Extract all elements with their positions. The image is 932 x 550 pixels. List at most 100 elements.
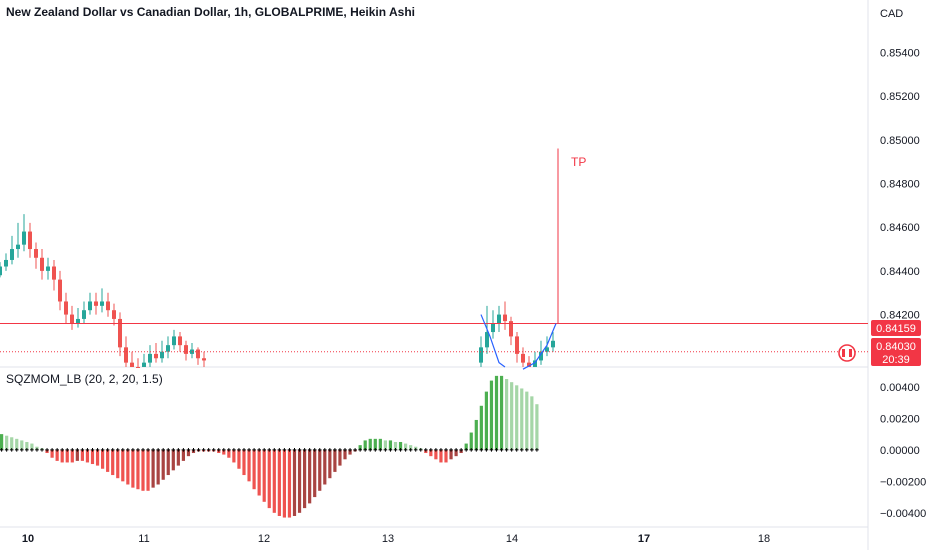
momentum-pane[interactable]: [0, 375, 539, 518]
candle-body: [142, 362, 146, 367]
candle-body: [527, 362, 531, 367]
channel-curve: [522, 323, 557, 370]
momentum-tick-label: 0.00000: [880, 445, 920, 457]
momentum-bar: [484, 391, 488, 450]
momentum-bar: [368, 438, 372, 450]
momentum-bar: [525, 391, 529, 450]
line-price-text: 0.84159: [876, 323, 916, 335]
momentum-bar: [383, 440, 387, 450]
candle-body: [485, 332, 489, 348]
candle-body: [4, 259, 8, 267]
momentum-bar: [30, 443, 34, 450]
candle-body: [539, 351, 543, 361]
momentum-bar: [121, 449, 125, 482]
momentum-bar: [237, 449, 241, 469]
candle-body: [545, 347, 549, 352]
momentum-bar: [141, 449, 145, 491]
price-tick-label: 0.85200: [880, 91, 920, 103]
momentum-bar: [363, 440, 367, 450]
momentum-bar: [409, 445, 413, 450]
momentum-bar: [15, 438, 19, 450]
momentum-bar: [449, 449, 453, 460]
momentum-bar: [85, 449, 90, 463]
price-tick-label: 0.84400: [880, 266, 920, 278]
candle-body: [124, 347, 128, 363]
candles: [0, 214, 555, 368]
tp-label[interactable]: TP: [571, 155, 586, 169]
time-tick-label: 18: [758, 533, 770, 545]
momentum-bar: [338, 449, 342, 466]
candle-body: [106, 301, 110, 311]
candle-body: [76, 318, 80, 324]
momentum-bar: [515, 385, 519, 450]
momentum-bar: [313, 449, 317, 498]
candle-body: [94, 301, 98, 306]
momentum-bar: [126, 449, 130, 485]
current-price-text: 0.84030: [876, 341, 916, 353]
momentum-bar: [75, 449, 79, 461]
momentum-bar: [176, 449, 180, 466]
momentum-bar: [303, 449, 307, 509]
momentum-bar: [55, 449, 59, 461]
momentum-tick-label: 0.00200: [880, 413, 920, 425]
momentum-bar: [297, 449, 302, 513]
flag-icon[interactable]: [838, 344, 856, 362]
momentum-bar: [232, 449, 236, 463]
candle-body: [118, 318, 122, 348]
momentum-bar: [222, 449, 226, 455]
momentum-bar: [111, 449, 115, 476]
candle-body: [100, 301, 104, 306]
momentum-bar: [494, 375, 499, 450]
candle-body: [58, 279, 62, 302]
momentum-bar: [393, 441, 398, 450]
candle-body: [521, 353, 525, 363]
candle-body: [148, 353, 152, 363]
main-pane[interactable]: [0, 0, 869, 550]
momentum-bar: [116, 449, 120, 479]
current-price-badge: 0.84030 20:39: [871, 338, 921, 366]
momentum-bar: [323, 449, 327, 485]
candle-body: [28, 231, 32, 250]
momentum-bar: [257, 449, 261, 496]
momentum-bar: [60, 449, 64, 463]
candle-body: [52, 266, 56, 280]
time-tick-label: 12: [258, 533, 270, 545]
chart-title: New Zealand Dollar vs Canadian Dollar, 1…: [6, 5, 415, 19]
momentum-bar: [70, 449, 74, 463]
axes: 0.85400 0.85200 0.85000 0.84800 0.84600 0.844…: [22, 47, 926, 545]
candle-body: [0, 266, 2, 276]
momentum-bar: [80, 449, 84, 461]
momentum-bar: [252, 449, 256, 490]
candle-body: [503, 314, 507, 322]
candle-body: [497, 314, 501, 324]
momentum-bar: [277, 449, 281, 516]
momentum-bar: [151, 449, 155, 488]
price-tick-label: 0.84800: [880, 179, 920, 191]
momentum-bar: [358, 445, 362, 450]
price-tick-label: 0.85000: [880, 135, 920, 147]
price-tick-label: 0.85400: [880, 47, 920, 59]
momentum-bar: [469, 432, 473, 450]
momentum-bar: [292, 449, 297, 516]
momentum-bar: [373, 438, 377, 450]
indicator-title[interactable]: SQZMOM_LB (20, 2, 20, 1.5): [6, 372, 163, 386]
momentum-bar: [530, 396, 534, 450]
candle-body: [515, 336, 519, 354]
momentum-bar: [10, 437, 14, 450]
momentum-bar: [227, 449, 231, 458]
momentum-bar: [454, 449, 458, 457]
candle-body: [40, 257, 44, 271]
currency-label[interactable]: CAD: [880, 8, 904, 20]
candle-body: [166, 345, 170, 352]
momentum-bar: [333, 449, 337, 472]
momentum-bar: [343, 449, 347, 460]
momentum-bar: [242, 449, 246, 476]
momentum-bar: [404, 443, 408, 450]
momentum-bar: [20, 440, 24, 450]
momentum-tick-label: −0.00200: [880, 476, 926, 488]
momentum-bar: [181, 449, 185, 461]
momentum-bar: [489, 380, 494, 450]
momentum-bar: [65, 449, 69, 463]
momentum-bar: [106, 449, 110, 472]
